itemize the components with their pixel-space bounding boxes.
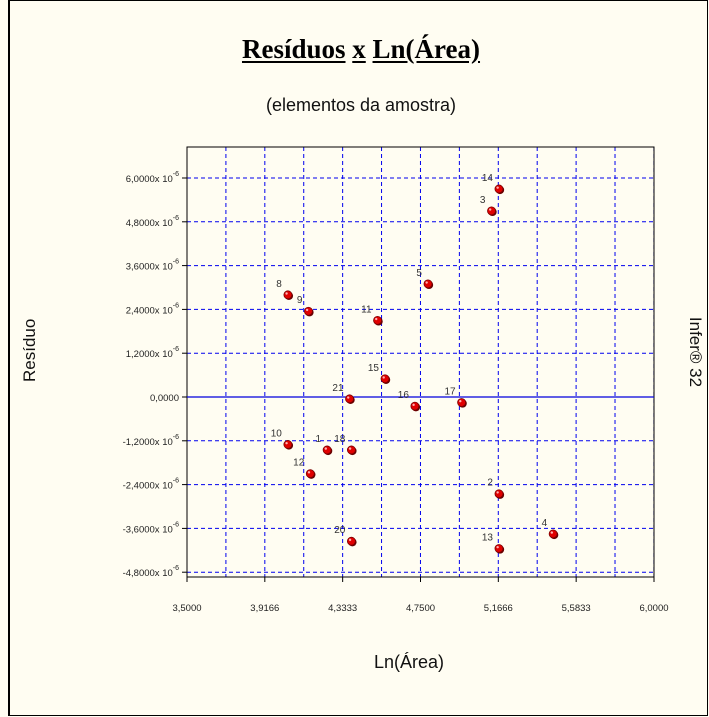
data-point bbox=[283, 440, 293, 449]
y-tick-label: 2,4000x 10-6 bbox=[126, 302, 179, 316]
point-highlight bbox=[425, 281, 428, 284]
data-point bbox=[346, 445, 356, 455]
data-point bbox=[373, 315, 382, 325]
point-label: 16 bbox=[398, 390, 410, 401]
point-label: 12 bbox=[293, 458, 305, 469]
point-highlight bbox=[412, 403, 415, 407]
y-tick-label: -4,8000x 10-6 bbox=[123, 565, 180, 579]
x-tick-label: 6,0000 bbox=[639, 603, 668, 614]
chart-title: Resíduos x Ln(Área) bbox=[0, 34, 709, 65]
point-label: 8 bbox=[276, 279, 282, 290]
y-tick-label: 1,2000x 10-6 bbox=[126, 346, 179, 360]
point-label: 9 bbox=[297, 295, 303, 306]
point-label: 20 bbox=[334, 525, 346, 536]
point-highlight bbox=[488, 208, 492, 211]
point-highlight bbox=[307, 471, 311, 474]
point-highlight bbox=[347, 396, 350, 399]
point-highlight bbox=[305, 308, 309, 312]
x-tick-label: 4,3333 bbox=[328, 603, 357, 614]
point-label: 14 bbox=[482, 173, 494, 184]
title-part-1: Resíduos bbox=[241, 34, 346, 64]
point-highlight bbox=[285, 441, 288, 445]
data-point bbox=[380, 374, 390, 384]
data-point bbox=[494, 489, 504, 499]
data-point bbox=[305, 469, 315, 479]
point-label: 5 bbox=[416, 268, 422, 279]
point-highlight bbox=[496, 545, 499, 549]
data-point bbox=[410, 401, 420, 411]
data-point bbox=[423, 279, 433, 289]
point-label: 2 bbox=[487, 478, 493, 489]
point-label: 18 bbox=[334, 434, 346, 445]
point-label: 1 bbox=[316, 434, 322, 445]
title-part-3: Ln(Área) bbox=[372, 34, 481, 64]
y-tick-label: 4,8000x 10-6 bbox=[126, 215, 179, 229]
point-label: 21 bbox=[332, 383, 344, 394]
data-point bbox=[283, 290, 293, 300]
point-label: 15 bbox=[368, 363, 380, 374]
x-tick-label: 5,5833 bbox=[562, 603, 591, 614]
x-tick-label: 3,9166 bbox=[250, 603, 279, 614]
data-point bbox=[487, 206, 496, 216]
y-tick-label: -2,4000x 10-6 bbox=[123, 478, 180, 492]
point-highlight bbox=[459, 399, 462, 403]
data-point bbox=[494, 184, 504, 194]
data-point bbox=[322, 445, 332, 455]
data-point bbox=[345, 394, 354, 404]
chart-subtitle: (elementos da amostra) bbox=[265, 95, 457, 115]
y-tick-label: 6,0000x 10-6 bbox=[126, 171, 179, 185]
point-highlight bbox=[382, 376, 385, 379]
point-label: 4 bbox=[542, 518, 548, 529]
y-tick-label: 3,6000x 10-6 bbox=[126, 259, 179, 273]
y-tick-label: -3,6000x 10-6 bbox=[123, 521, 180, 535]
point-highlight bbox=[324, 447, 327, 450]
point-highlight bbox=[496, 186, 499, 189]
x-tick-label: 4,7500 bbox=[406, 603, 435, 614]
data-point bbox=[548, 529, 558, 539]
x-axis-label: Ln(Área) bbox=[373, 652, 445, 672]
x-tick-label: 5,1666 bbox=[484, 603, 513, 614]
point-label: 11 bbox=[361, 304, 372, 315]
point-highlight bbox=[550, 531, 554, 534]
point-highlight bbox=[348, 447, 352, 450]
point-highlight bbox=[496, 491, 499, 494]
point-label: 17 bbox=[444, 386, 456, 397]
data-point bbox=[494, 544, 504, 553]
data-point bbox=[346, 536, 356, 546]
point-label: 3 bbox=[480, 195, 486, 206]
point-highlight bbox=[348, 538, 352, 542]
point-highlight bbox=[285, 292, 288, 295]
x-tick-label: 3,5000 bbox=[172, 603, 201, 614]
data-point bbox=[457, 398, 466, 407]
point-highlight bbox=[375, 317, 378, 321]
point-label: 10 bbox=[271, 428, 283, 439]
data-point bbox=[304, 306, 313, 316]
y-tick-label: 0,0000 bbox=[150, 393, 179, 404]
title-part-2: x bbox=[352, 34, 366, 64]
y-tick-label: -1,2000x 10-6 bbox=[123, 434, 180, 448]
point-label: 13 bbox=[482, 532, 494, 543]
chart-frame bbox=[8, 0, 708, 716]
